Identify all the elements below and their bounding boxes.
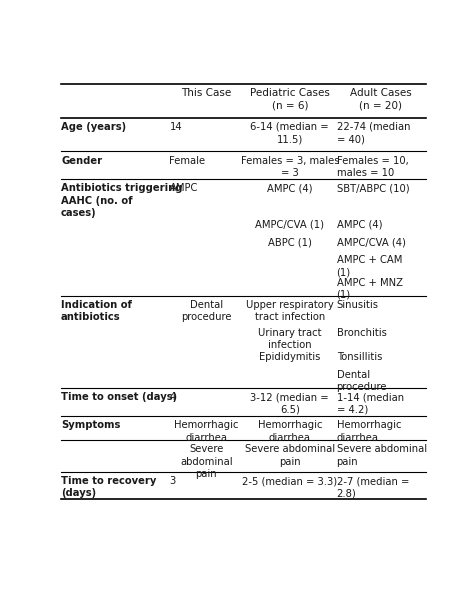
Text: AMPC (4): AMPC (4) bbox=[267, 183, 312, 194]
Text: SBT/ABPC (10): SBT/ABPC (10) bbox=[337, 183, 409, 194]
Text: Severe
abdominal
pain: Severe abdominal pain bbox=[180, 444, 233, 479]
Text: Antibiotics triggering
AAHC (no. of
cases): Antibiotics triggering AAHC (no. of case… bbox=[61, 183, 182, 218]
Text: Females = 3, males
= 3: Females = 3, males = 3 bbox=[240, 155, 339, 178]
Text: Gender: Gender bbox=[61, 155, 102, 166]
Text: 6-14 (median =
11.5): 6-14 (median = 11.5) bbox=[250, 122, 329, 145]
Text: Epididymitis: Epididymitis bbox=[259, 352, 320, 362]
Text: AMPC + MNZ
(1): AMPC + MNZ (1) bbox=[337, 278, 402, 300]
Text: Dental
procedure: Dental procedure bbox=[337, 370, 387, 392]
Text: Urinary tract
infection: Urinary tract infection bbox=[258, 328, 321, 350]
Text: Females = 10,
males = 10: Females = 10, males = 10 bbox=[337, 155, 408, 178]
Text: This Case: This Case bbox=[181, 88, 231, 99]
Text: 2-7 (median =
2.8): 2-7 (median = 2.8) bbox=[337, 476, 409, 499]
Text: 3-12 (median =
6.5): 3-12 (median = 6.5) bbox=[250, 392, 329, 414]
Text: AMPC: AMPC bbox=[169, 183, 198, 194]
Text: Upper respiratory
tract infection: Upper respiratory tract infection bbox=[246, 300, 334, 322]
Text: Dental
procedure: Dental procedure bbox=[181, 300, 231, 322]
Text: Age (years): Age (years) bbox=[61, 122, 126, 132]
Text: Symptoms: Symptoms bbox=[61, 420, 120, 430]
Text: 1-14 (median
= 4.2): 1-14 (median = 4.2) bbox=[337, 392, 404, 414]
Text: Tonsillitis: Tonsillitis bbox=[337, 352, 382, 362]
Text: Female: Female bbox=[169, 155, 206, 166]
Text: AMPC (4): AMPC (4) bbox=[337, 220, 382, 230]
Text: Adult Cases
(n = 20): Adult Cases (n = 20) bbox=[350, 88, 411, 111]
Text: 3: 3 bbox=[169, 476, 176, 486]
Text: Time to onset (days): Time to onset (days) bbox=[61, 392, 177, 402]
Text: ABPC (1): ABPC (1) bbox=[268, 238, 312, 247]
Text: 22-74 (median
= 40): 22-74 (median = 40) bbox=[337, 122, 410, 145]
Text: Sinusitis: Sinusitis bbox=[337, 300, 379, 310]
Text: Indication of
antibiotics: Indication of antibiotics bbox=[61, 300, 132, 322]
Text: 4: 4 bbox=[169, 392, 176, 402]
Text: Hemorrhagic
diarrhea: Hemorrhagic diarrhea bbox=[257, 420, 322, 442]
Text: AMPC/CVA (1): AMPC/CVA (1) bbox=[255, 220, 324, 230]
Text: Bronchitis: Bronchitis bbox=[337, 328, 386, 338]
Text: Time to recovery
(days): Time to recovery (days) bbox=[61, 476, 156, 499]
Text: Pediatric Cases
(n = 6): Pediatric Cases (n = 6) bbox=[250, 88, 330, 111]
Text: Hemorrhagic
diarrhea: Hemorrhagic diarrhea bbox=[174, 420, 238, 442]
Text: AMPC/CVA (4): AMPC/CVA (4) bbox=[337, 238, 405, 247]
Text: Hemorrhagic
diarrhea: Hemorrhagic diarrhea bbox=[337, 420, 401, 442]
Text: 14: 14 bbox=[169, 122, 182, 132]
Text: Severe abdominal
pain: Severe abdominal pain bbox=[337, 444, 427, 466]
Text: AMPC + CAM
(1): AMPC + CAM (1) bbox=[337, 255, 402, 278]
Text: 2-5 (median = 3.3): 2-5 (median = 3.3) bbox=[242, 476, 337, 486]
Text: Severe abdominal
pain: Severe abdominal pain bbox=[245, 444, 335, 466]
